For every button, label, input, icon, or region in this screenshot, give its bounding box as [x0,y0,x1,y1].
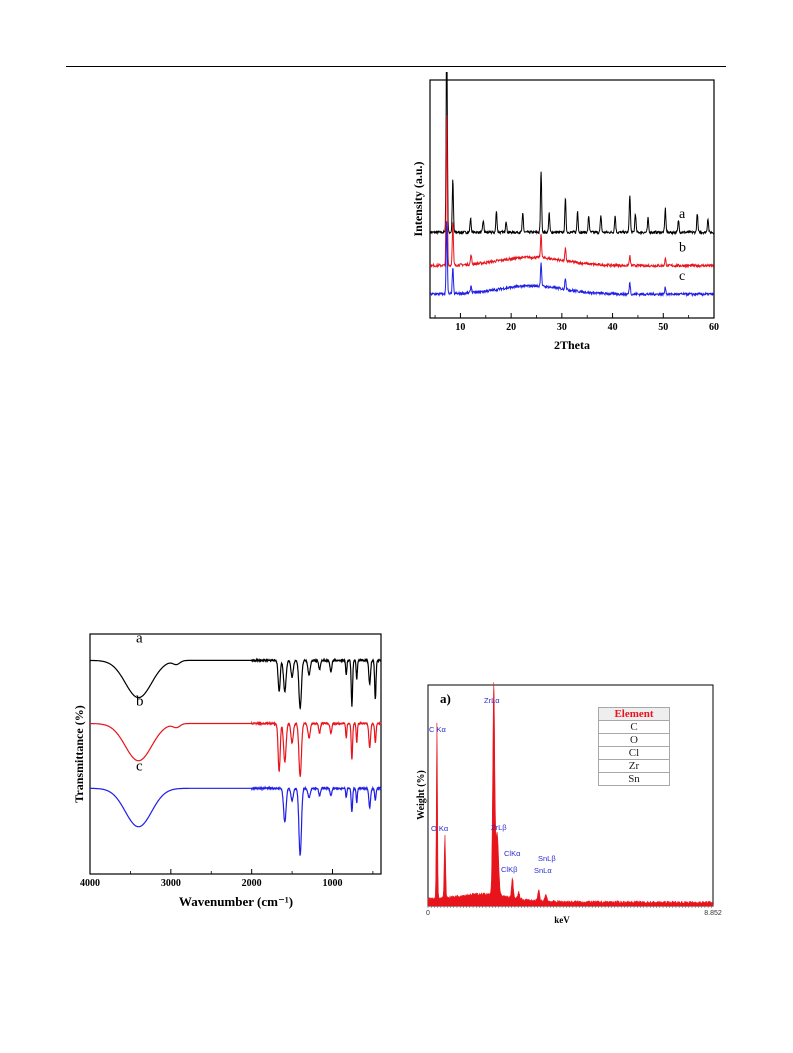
ftir-series-c-label: c [136,758,143,774]
ftir-x-tick-label: 3000 [161,878,181,889]
ftir-x-tick-label: 1000 [323,878,343,889]
eds-panel-label: a) [440,691,451,706]
header-rule [66,66,726,67]
eds-spectrum-area [427,682,714,907]
eds-peak-label: C Kα [429,725,447,734]
eds-element-table: Element C O Cl Zr Sn [598,707,670,786]
eds-y-axis-label: Weight (%) [416,770,427,820]
eds-x-axis-label: keV [554,915,570,925]
eds-peak-label: O Kα [431,824,449,833]
xrd-plot-frame [429,79,715,319]
ftir-series-a-line [90,657,382,710]
xrd-chart: 10 20 30 40 50 60 a bc 2Theta Intensity (a.u.) [411,72,719,352]
xrd-series-a-line [429,72,715,236]
ftir-y-axis-label: Transmittance (%) [72,705,86,802]
eds-peak-label: ZrLα [484,696,500,705]
eds-chart: C Kα O Kα ZrLα ZrLβ ClKα ClKβ SnLα SnLβ a) Weig… [416,682,722,925]
eds-peak-label: ClKα [504,849,521,858]
eds-peak-label: SnLβ [538,854,556,863]
xrd-x-tick-label: 60 [709,322,719,333]
ftir-series-b-label: b [136,694,144,710]
ftir-x-tick-label: 2000 [242,878,262,889]
eds-table-row: Cl [598,746,670,760]
eds-peak-label: ClKβ [501,865,518,874]
eds-table-row: Zr [598,759,670,773]
ftir-series-a-label: a [136,630,143,646]
ftir-x-tick-label: 4000 [80,878,100,889]
xrd-series-c-label: c [679,269,685,284]
xrd-series-c-line [429,221,715,298]
xrd-x-axis-label: 2Theta [554,338,590,352]
eds-x-max-label: 8.852 [704,910,722,917]
xrd-series-b-line [429,115,715,269]
ftir-plot-frame [89,633,382,875]
xrd-x-tick-label: 50 [658,322,668,333]
eds-table-row: O [598,733,670,747]
eds-plot-frame [427,684,714,907]
xrd-series-b-label: b [679,240,686,255]
xrd-x-tick-label: 30 [557,322,567,333]
ftir-x-axis-label: Wavenumber (cm⁻¹) [179,894,293,909]
xrd-x-tick-label: 40 [608,322,618,333]
eds-peak-label: ZrLβ [491,823,507,832]
xrd-x-tick-label: 10 [455,322,465,333]
xrd-x-tick-label: 20 [506,322,516,333]
eds-table-row: C [598,720,670,734]
xrd-y-axis-label: Intensity (a.u.) [411,161,425,236]
eds-peak-label: SnLα [534,866,552,875]
eds-table-header: Element [598,707,670,721]
eds-x-min-label: 0 [426,910,430,917]
eds-table-row: Sn [598,772,670,786]
xrd-series-a-label: a [679,207,686,222]
ftir-series-c-line [90,785,382,856]
ftir-series-b-line [90,720,382,777]
ftir-chart: 4000 3000 2000 1000 a b c Wavenumber (cm⁻¹) T… [72,630,382,909]
